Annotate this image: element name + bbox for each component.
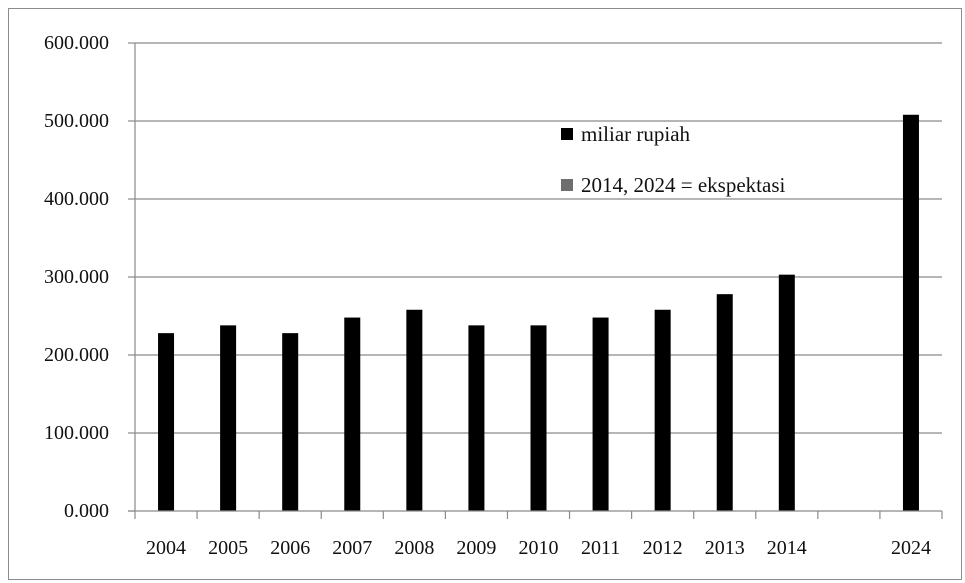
x-tick-label: 2009	[456, 537, 496, 559]
x-tick-label: 2006	[270, 537, 310, 559]
y-tick-label: 100.000	[44, 422, 109, 444]
x-tick-label: 2013	[705, 537, 745, 559]
x-tick-label: 2008	[394, 537, 434, 559]
x-tick-label: 2010	[519, 537, 559, 559]
axes	[128, 42, 943, 519]
y-tick-label: 500.000	[44, 110, 109, 132]
y-tick-label: 300.000	[44, 266, 109, 288]
legend-swatch	[561, 179, 573, 191]
bar-2009	[468, 325, 485, 511]
legend-label: miliar rupiah	[581, 122, 691, 146]
bar-2024	[902, 114, 919, 511]
bar-2013	[716, 294, 733, 511]
gridlines	[135, 42, 942, 434]
legend-swatch	[561, 128, 573, 140]
x-tick-label: 2024	[891, 537, 931, 559]
bars	[158, 114, 919, 511]
y-tick-labels: 0.000 100.000 200.000 300.000 400.000 500.000…	[44, 32, 109, 522]
bar-2008	[406, 309, 423, 511]
bar-2004	[158, 333, 175, 511]
y-tick-label: 400.000	[44, 188, 109, 210]
bar-2010	[530, 325, 547, 511]
x-tick-label: 2012	[643, 537, 683, 559]
x-tick-labels: 2004 2005 2006 2007 2008 2009 2010 2011 2012 2013…	[146, 537, 931, 559]
x-tick-label: 2005	[208, 537, 248, 559]
x-tick-label: 2007	[332, 537, 372, 559]
x-tick-label: 2014	[767, 537, 807, 559]
y-tick-label: 0.000	[64, 500, 109, 522]
bar-2006	[282, 333, 299, 511]
bar-2007	[344, 317, 361, 511]
y-tick-label: 600.000	[44, 32, 109, 54]
bar-2012	[654, 309, 671, 511]
bar-2014	[778, 274, 795, 511]
y-tick-label: 200.000	[44, 344, 109, 366]
legend: miliar rupiah 2014, 2024 = ekspektasi	[561, 122, 785, 197]
bar-2005	[220, 325, 237, 511]
x-tick-label: 2011	[581, 537, 620, 559]
x-tick-label: 2004	[146, 537, 186, 559]
bar-2011	[592, 317, 609, 511]
legend-label: 2014, 2024 = ekspektasi	[581, 173, 785, 197]
